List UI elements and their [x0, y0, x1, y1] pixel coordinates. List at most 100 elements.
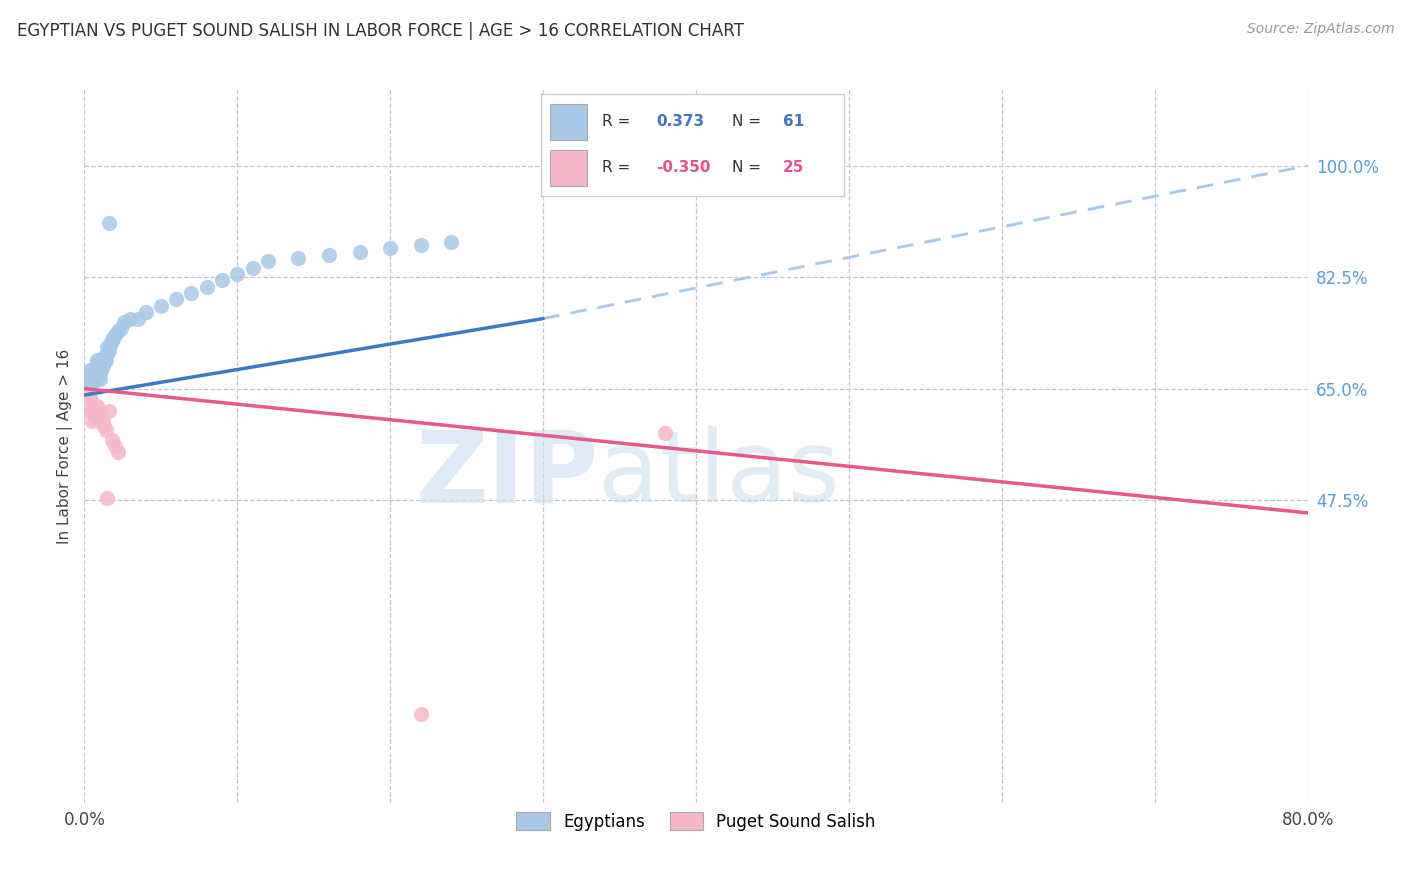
- Point: [89, 404, 111, 418]
- Point: [86, 356, 108, 370]
- Point: [91, 359, 114, 374]
- Point: [79, 362, 101, 376]
- Text: 0.373: 0.373: [657, 114, 704, 128]
- Text: EGYPTIAN VS PUGET SOUND SALISH IN LABOR FORCE | AGE > 16 CORRELATION CHART: EGYPTIAN VS PUGET SOUND SALISH IN LABOR …: [17, 22, 744, 40]
- Point: [80, 370, 103, 384]
- Point: [195, 279, 218, 293]
- Point: [120, 311, 142, 326]
- Point: [96, 340, 118, 354]
- Point: [96, 491, 118, 506]
- Point: [97, 216, 120, 230]
- Point: [90, 362, 112, 376]
- Point: [86, 353, 108, 368]
- Point: [149, 299, 172, 313]
- Point: [226, 267, 249, 281]
- Point: [77, 376, 100, 390]
- Point: [242, 260, 264, 275]
- Point: [107, 445, 129, 459]
- Point: [80, 376, 103, 390]
- Point: [165, 293, 187, 307]
- Text: R =: R =: [602, 114, 630, 128]
- Text: Source: ZipAtlas.com: Source: ZipAtlas.com: [1247, 22, 1395, 37]
- Point: [89, 355, 111, 369]
- Point: [89, 412, 111, 426]
- Point: [83, 368, 105, 383]
- Point: [440, 235, 463, 249]
- Point: [409, 706, 432, 721]
- Point: [97, 343, 120, 358]
- Text: 61: 61: [783, 114, 804, 128]
- Point: [180, 286, 202, 301]
- Text: N =: N =: [731, 160, 761, 175]
- Point: [112, 315, 135, 329]
- Point: [287, 251, 309, 265]
- Point: [83, 407, 105, 421]
- Point: [110, 321, 132, 335]
- Legend: Egyptians, Puget Sound Salish: Egyptians, Puget Sound Salish: [509, 805, 883, 838]
- Point: [84, 372, 107, 386]
- Bar: [550, 150, 586, 186]
- Point: [83, 362, 105, 376]
- Point: [93, 418, 115, 433]
- Point: [107, 324, 129, 338]
- Point: [87, 359, 110, 374]
- Text: 25: 25: [783, 160, 804, 175]
- Point: [87, 368, 110, 382]
- Point: [318, 248, 340, 262]
- Point: [84, 366, 107, 380]
- Point: [94, 423, 117, 437]
- Point: [84, 402, 107, 417]
- Point: [135, 305, 157, 319]
- Point: [93, 355, 115, 369]
- Bar: [550, 104, 586, 140]
- Point: [86, 362, 108, 376]
- Point: [98, 337, 121, 351]
- Point: [127, 311, 149, 326]
- Point: [91, 353, 114, 368]
- Point: [89, 366, 111, 380]
- Point: [94, 353, 117, 368]
- Point: [83, 374, 105, 388]
- Point: [77, 388, 100, 402]
- Y-axis label: In Labor Force | Age > 16: In Labor Force | Age > 16: [58, 349, 73, 543]
- Point: [93, 350, 115, 364]
- Point: [79, 372, 101, 386]
- Point: [349, 244, 371, 259]
- Point: [90, 356, 112, 370]
- Point: [97, 404, 120, 418]
- Point: [86, 409, 108, 423]
- Point: [89, 361, 111, 376]
- Point: [96, 346, 118, 360]
- Point: [80, 364, 103, 378]
- Point: [84, 410, 107, 425]
- Point: [87, 406, 110, 420]
- Point: [77, 366, 100, 380]
- Point: [83, 398, 105, 412]
- Text: N =: N =: [731, 114, 761, 128]
- Point: [91, 413, 114, 427]
- Point: [79, 368, 101, 382]
- Point: [80, 401, 103, 415]
- Text: atlas: atlas: [598, 426, 839, 523]
- Point: [654, 426, 676, 441]
- Point: [101, 334, 124, 348]
- Text: ZIP: ZIP: [415, 426, 598, 523]
- Point: [86, 368, 108, 383]
- Point: [257, 254, 280, 268]
- Point: [79, 404, 101, 418]
- Point: [80, 413, 103, 427]
- Point: [211, 273, 233, 287]
- Point: [90, 409, 112, 423]
- Point: [380, 242, 402, 256]
- Point: [409, 238, 432, 252]
- Point: [84, 361, 107, 376]
- Point: [87, 364, 110, 378]
- Point: [89, 372, 111, 386]
- Text: R =: R =: [602, 160, 630, 175]
- Point: [103, 331, 125, 345]
- Point: [79, 391, 101, 405]
- Point: [104, 327, 127, 342]
- Point: [104, 439, 127, 453]
- Point: [86, 400, 108, 414]
- Point: [101, 433, 124, 447]
